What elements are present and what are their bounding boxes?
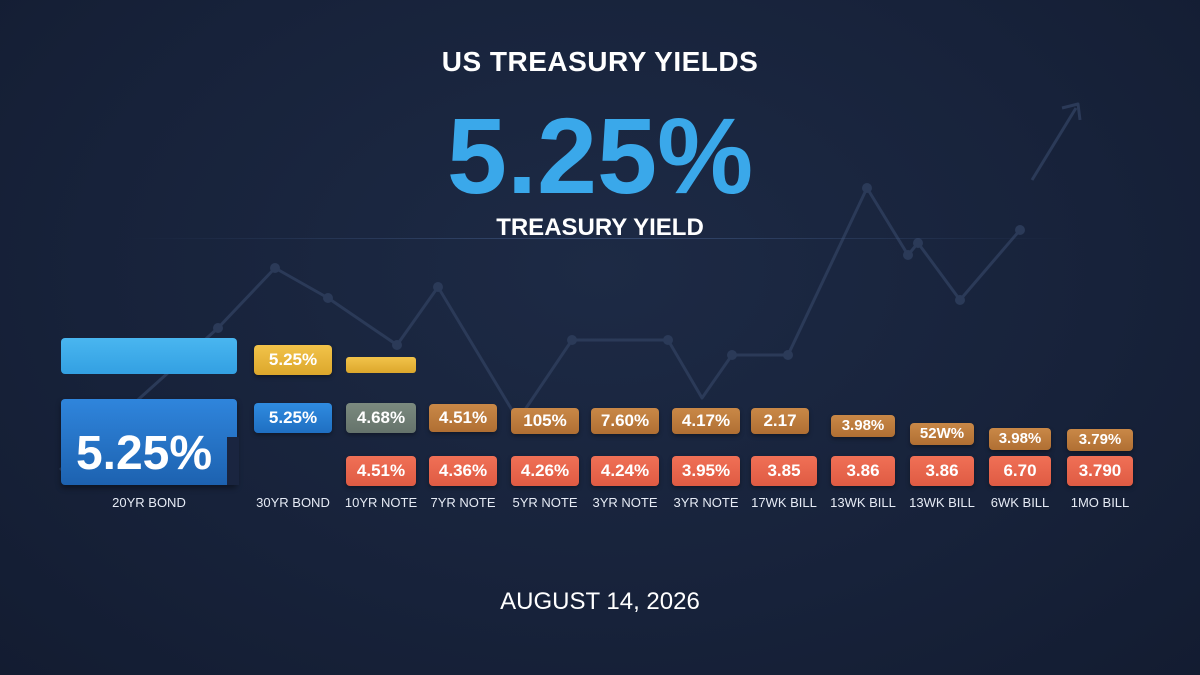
13wk-bill-2-bottom-badge: 3.86 bbox=[910, 456, 974, 486]
hero-yield-value: 5.25% bbox=[446, 95, 754, 216]
label-10yr-note: 10YR NOTE bbox=[344, 495, 418, 510]
label-5yr-note: 5YR NOTE bbox=[512, 495, 578, 510]
30yr-bond-mid-badge: 5.25% bbox=[254, 403, 332, 433]
3yr-note-2-mid-badge: 4.17% bbox=[672, 408, 740, 434]
label-3yr-note: 3YR NOTE bbox=[592, 495, 658, 510]
label-7yr-note: 7YR NOTE bbox=[430, 495, 496, 510]
label-1mo-bill: 1MO BILL bbox=[1070, 495, 1130, 510]
date-label: AUGUST 14, 2026 bbox=[500, 588, 700, 615]
20yr-bond-main-card bbox=[61, 399, 237, 485]
13wk-bill-mid-badge: 3.98% bbox=[831, 415, 895, 437]
label-6wk-bill: 6WK BILL bbox=[990, 495, 1050, 510]
label-17wk-bill: 17WK BILL bbox=[751, 495, 817, 510]
divider bbox=[128, 238, 1072, 239]
7yr-note-mid-badge: 4.51% bbox=[429, 404, 497, 432]
5yr-note-bottom-badge: 4.26% bbox=[511, 456, 579, 486]
20yr-bond-card-notch bbox=[227, 437, 239, 485]
page-title: US TREASURY YIELDS bbox=[441, 46, 759, 77]
20yr-bond-value: 5.25% bbox=[75, 427, 213, 480]
20yr-bond-top-bar bbox=[61, 338, 237, 374]
3yr-note-2-bottom-badge: 3.95% bbox=[672, 456, 740, 486]
10yr-note-top-bar bbox=[346, 357, 416, 373]
7yr-note-bottom-badge: 4.36% bbox=[429, 456, 497, 486]
17wk-bill-mid-badge: 2.17 bbox=[751, 408, 809, 434]
3yr-note-bottom-badge: 4.24% bbox=[591, 456, 659, 486]
3yr-note-mid-badge: 7.60% bbox=[591, 408, 659, 434]
5yr-note-mid-badge: 105% bbox=[511, 408, 579, 434]
label-13wk-bill-2: 13WK BILL bbox=[909, 495, 975, 510]
6wk-bill-bottom-badge: 6.70 bbox=[989, 456, 1051, 486]
10yr-note-bottom-badge: 4.51% bbox=[346, 456, 416, 486]
hero-subtitle: TREASURY YIELD bbox=[496, 214, 704, 241]
13wk-bill-bottom-badge: 3.86 bbox=[831, 456, 895, 486]
6wk-bill-mid-badge: 3.98% bbox=[989, 428, 1051, 450]
17wk-bill-bottom-badge: 3.85 bbox=[751, 456, 817, 486]
label-13wk-bill: 13WK BILL bbox=[830, 495, 896, 510]
label-30yr-bond: 30YR BOND bbox=[256, 495, 330, 510]
label-3yr-note-2: 3YR NOTE bbox=[673, 495, 739, 510]
1mo-bill-mid-badge: 3.79% bbox=[1067, 429, 1133, 451]
13wk-bill-2-mid-badge: 52W% bbox=[910, 423, 974, 445]
10yr-note-mid-badge: 4.68% bbox=[346, 403, 416, 433]
30yr-bond-top-badge: 5.25% bbox=[254, 345, 332, 375]
1mo-bill-bottom-badge: 3.790 bbox=[1067, 456, 1133, 486]
label-20yr-bond: 20YR BOND bbox=[112, 495, 186, 510]
